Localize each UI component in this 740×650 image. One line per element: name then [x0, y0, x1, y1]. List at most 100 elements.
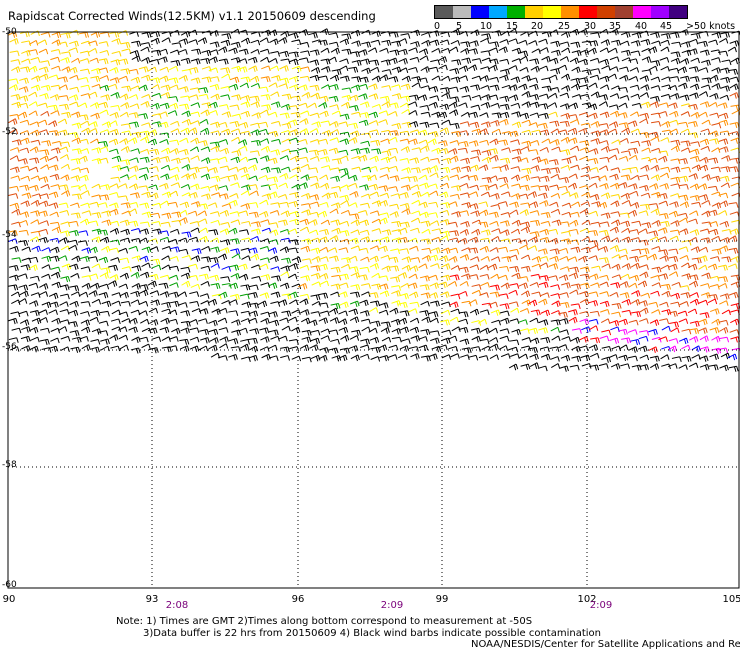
wind-barb [151, 49, 162, 56]
wind-barb [599, 123, 609, 129]
wind-barb [537, 122, 548, 130]
wind-barb [50, 221, 61, 228]
wind-barb [599, 183, 609, 190]
wind-barb [160, 221, 171, 228]
wind-barb [500, 317, 510, 325]
wind-barb [120, 237, 131, 244]
wind-barb [628, 154, 638, 161]
wind-barb [48, 309, 58, 315]
wind-barb [118, 195, 129, 202]
wind-barb [268, 239, 279, 245]
wind-barb [71, 137, 81, 145]
wind-barb [450, 265, 461, 271]
wind-barb [40, 31, 51, 38]
wind-barb [710, 256, 720, 262]
wind-barb [99, 283, 110, 290]
wind-barb [71, 255, 81, 263]
wind-barb [588, 255, 599, 261]
wind-barb [49, 301, 59, 308]
wind-barb [208, 56, 218, 64]
wind-barb [518, 282, 529, 289]
wind-barb [690, 111, 700, 119]
wind-barb [19, 211, 30, 218]
wind-barb [378, 217, 388, 225]
wind-barb [471, 58, 482, 64]
wind-barb [19, 290, 29, 298]
wind-barb [179, 137, 189, 144]
wind-barb [668, 248, 679, 255]
wind-barb [69, 40, 79, 47]
wind-barb [288, 51, 299, 58]
wind-barb [619, 212, 630, 219]
wind-barb [448, 255, 458, 263]
wind-barb [470, 84, 481, 91]
wind-barb [309, 155, 320, 162]
wind-barb [111, 164, 122, 172]
wind-barb [580, 122, 591, 129]
wind-barb [399, 221, 410, 228]
wind-barb [538, 38, 548, 45]
wind-barb [318, 354, 328, 362]
wind-barb [229, 166, 239, 173]
wind-barb [550, 319, 561, 326]
wind-barb [260, 317, 270, 325]
wind-barb [268, 222, 279, 228]
wind-barb [169, 84, 179, 91]
wind-barb [531, 156, 542, 163]
wind-barb [231, 319, 241, 326]
legend-swatch [489, 6, 507, 18]
wind-barb [579, 156, 589, 162]
wind-barb [431, 111, 441, 119]
wind-barb [520, 221, 531, 228]
wind-barb [408, 273, 418, 280]
wind-barb [169, 174, 180, 181]
wind-barb [180, 327, 190, 334]
wind-barb [91, 147, 102, 154]
wind-barb [119, 166, 130, 172]
wind-barb [288, 273, 298, 280]
wind-barb [369, 245, 380, 251]
wind-barb [658, 336, 668, 342]
wind-barb [388, 76, 399, 83]
wind-barb [671, 41, 682, 48]
wind-barb [129, 157, 139, 163]
wind-barb [728, 202, 739, 208]
wind-barb [628, 147, 639, 154]
wind-barb [651, 40, 661, 47]
wind-barb [248, 292, 258, 299]
wind-barb [308, 149, 319, 156]
wind-barb [527, 245, 538, 251]
wind-barb [278, 182, 289, 189]
wind-barb [510, 307, 520, 314]
wind-barb [50, 84, 61, 91]
wind-barb [559, 301, 570, 309]
wind-barb [18, 298, 28, 304]
wind-barb [149, 319, 159, 326]
wind-barb [199, 273, 209, 280]
wind-barb [561, 238, 571, 245]
wind-barb [309, 128, 319, 134]
wind-barb [201, 256, 212, 263]
wind-barb [270, 335, 280, 342]
wind-barb [567, 155, 578, 161]
wind-barb [480, 282, 490, 288]
wind-barb [490, 203, 501, 210]
wind-barb [670, 145, 680, 153]
wind-barb [247, 247, 258, 254]
wind-barb [341, 48, 352, 55]
wind-barb [79, 50, 90, 57]
wind-barb [429, 172, 439, 178]
wind-barb [699, 49, 710, 56]
wind-barb [198, 218, 208, 224]
wind-barb [369, 155, 379, 163]
wind-barb [11, 208, 21, 216]
wind-barb [659, 255, 669, 262]
wind-barb [440, 274, 451, 281]
wind-barb [399, 102, 410, 109]
legend-label: 25 [558, 21, 571, 32]
wind-barb [97, 229, 108, 236]
wind-barb [430, 247, 441, 254]
wind-barb [368, 165, 378, 172]
wind-barb [599, 221, 610, 228]
wind-barb [40, 327, 50, 334]
